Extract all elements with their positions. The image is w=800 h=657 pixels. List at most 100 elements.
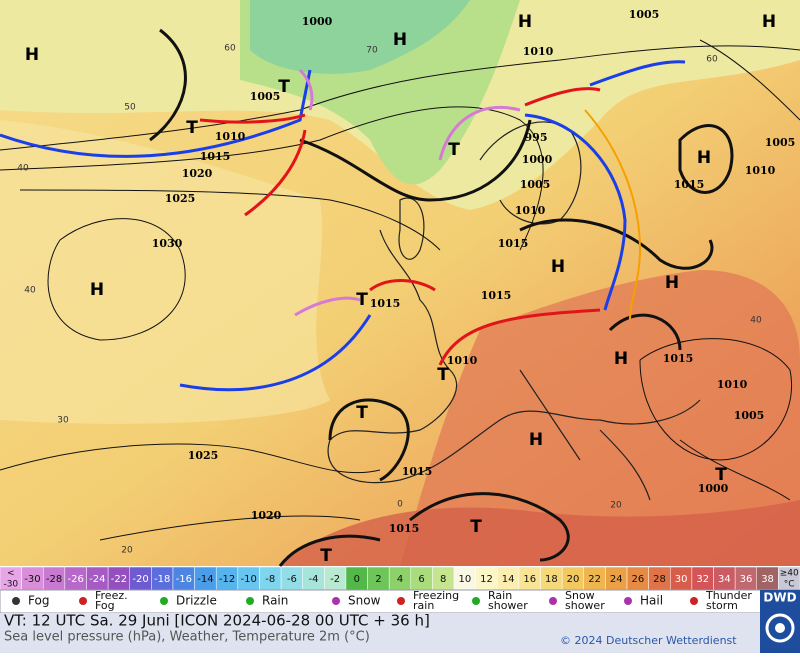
logo-text: DWD	[763, 591, 796, 605]
pressure-center: T	[278, 77, 290, 97]
scale-label: -10	[240, 574, 256, 585]
weather-legend: Fog Freez.Fog Drizzle Rain Snow FreezingrainR…	[12, 589, 752, 612]
weather-icon	[624, 597, 632, 605]
weather-label: Snow	[348, 594, 381, 608]
isobar-label: 1005	[520, 178, 551, 191]
scale-label: 18	[545, 574, 558, 585]
scale-label: -2	[330, 574, 340, 585]
isobar-label: 1010	[447, 354, 478, 367]
scale-label: -20	[132, 574, 148, 585]
isobar-label: 1015	[389, 522, 420, 535]
isobar-label: 1015	[481, 289, 512, 302]
weather-label: Rain	[262, 594, 288, 608]
scale-label: 0	[354, 574, 360, 585]
scale-label: °C	[784, 580, 795, 590]
weather-icon	[472, 597, 480, 605]
occlusion	[294, 68, 521, 317]
scale-label: 2	[375, 574, 381, 585]
scale-label: -14	[197, 574, 213, 585]
scale-label: 28	[653, 574, 666, 585]
pressure-center: H	[665, 273, 679, 293]
scale-label: -30	[24, 574, 40, 585]
scale-label: 22	[588, 574, 601, 585]
weather-label: storm	[706, 599, 738, 612]
weather-label: Fog	[28, 594, 49, 608]
graticule-label: 70	[366, 46, 378, 56]
isobar-label: 1020	[182, 167, 213, 180]
isobar-label: 1015	[674, 178, 705, 191]
pressure-center: H	[25, 45, 39, 65]
scale-label: 36	[740, 574, 753, 585]
graticule-label: 20	[121, 546, 133, 556]
graticule-label: 50	[124, 103, 136, 113]
isobar-label: 1000	[698, 482, 729, 495]
scale-label: 6	[418, 574, 424, 585]
scale-label: -4	[309, 574, 319, 585]
map: 1000 1010 1005 1005 1010 1015 1020 1025 1030 995 1…	[0, 0, 800, 567]
weather-label: Snow	[565, 589, 595, 602]
weather-icon	[12, 597, 20, 605]
isobar-label: 1025	[188, 449, 219, 462]
trough-line	[584, 109, 642, 321]
isobar-label: 1005	[765, 136, 796, 149]
isobar-label: 995	[525, 131, 548, 144]
isobar-label: 1010	[717, 378, 748, 391]
weather-label: Drizzle	[176, 594, 217, 608]
scale-label: 8	[440, 574, 446, 585]
isobar-label: 1015	[663, 352, 694, 365]
temperature-scale: <-30 -30 -28 -26 -24 -22 -20 -18 -16 -14 -12 -10 -8-…	[0, 566, 800, 591]
isobar-label: 1005	[250, 90, 281, 103]
scale-label: 30	[675, 574, 688, 585]
isobar-label: 1010	[745, 164, 776, 177]
isobar-label: 1010	[515, 204, 546, 217]
pressure-center: H	[762, 12, 776, 32]
pressure-center: T	[437, 365, 449, 385]
cold-front	[179, 314, 372, 392]
scale-label: 16	[523, 574, 536, 585]
weather-label: Hail	[640, 594, 663, 608]
weather-icon	[397, 597, 405, 605]
coastlines	[327, 121, 701, 501]
isobar-label: 1010	[215, 130, 246, 143]
scale-label: ≥40	[780, 569, 799, 579]
weather-label: rain	[413, 599, 434, 612]
scale-label: -8	[265, 574, 275, 585]
scale-label: 26	[631, 574, 644, 585]
weather-icon	[79, 597, 87, 605]
scale-label: -24	[89, 574, 105, 585]
graticule-label: 40	[24, 286, 36, 296]
scale-label: 14	[502, 574, 515, 585]
graticule-label: 40	[750, 316, 762, 326]
scale-label: -26	[68, 574, 84, 585]
valid-time: VT: 12 UTC Sa. 29 Juni [ICON 2024-06-28 …	[4, 612, 430, 630]
isobar-label: 1005	[629, 8, 660, 21]
pressure-center: T	[356, 290, 368, 310]
scale-label: 10	[458, 574, 471, 585]
graticule-label: 0	[397, 500, 403, 510]
pressure-center: T	[470, 517, 482, 537]
cold-front	[0, 69, 312, 158]
graticule-label: 40	[17, 164, 29, 174]
scale-label: 38	[761, 574, 774, 585]
pressure-center: H	[614, 349, 628, 369]
cold-area	[250, 0, 470, 74]
weather-icon	[246, 597, 254, 605]
weather-label: shower	[488, 599, 528, 612]
scale-label: -6	[287, 574, 297, 585]
pressure-center: H	[697, 148, 711, 168]
isobar-label: 1015	[370, 297, 401, 310]
isobar-label: 1025	[165, 192, 196, 205]
scale-label: 20	[567, 574, 580, 585]
scale-label: 24	[610, 574, 623, 585]
weather-label: Freez.	[95, 589, 128, 602]
isobar-label: 1000	[302, 15, 333, 28]
pressure-center: H	[90, 280, 104, 300]
logo-icon	[775, 623, 785, 633]
isobar-label: 1005	[734, 409, 765, 422]
weather-label: Thunder	[705, 589, 752, 602]
scale-label: -28	[46, 574, 62, 585]
scale-label: 32	[696, 574, 709, 585]
weather-icon	[332, 597, 340, 605]
isobar-label: 1010	[523, 45, 554, 58]
